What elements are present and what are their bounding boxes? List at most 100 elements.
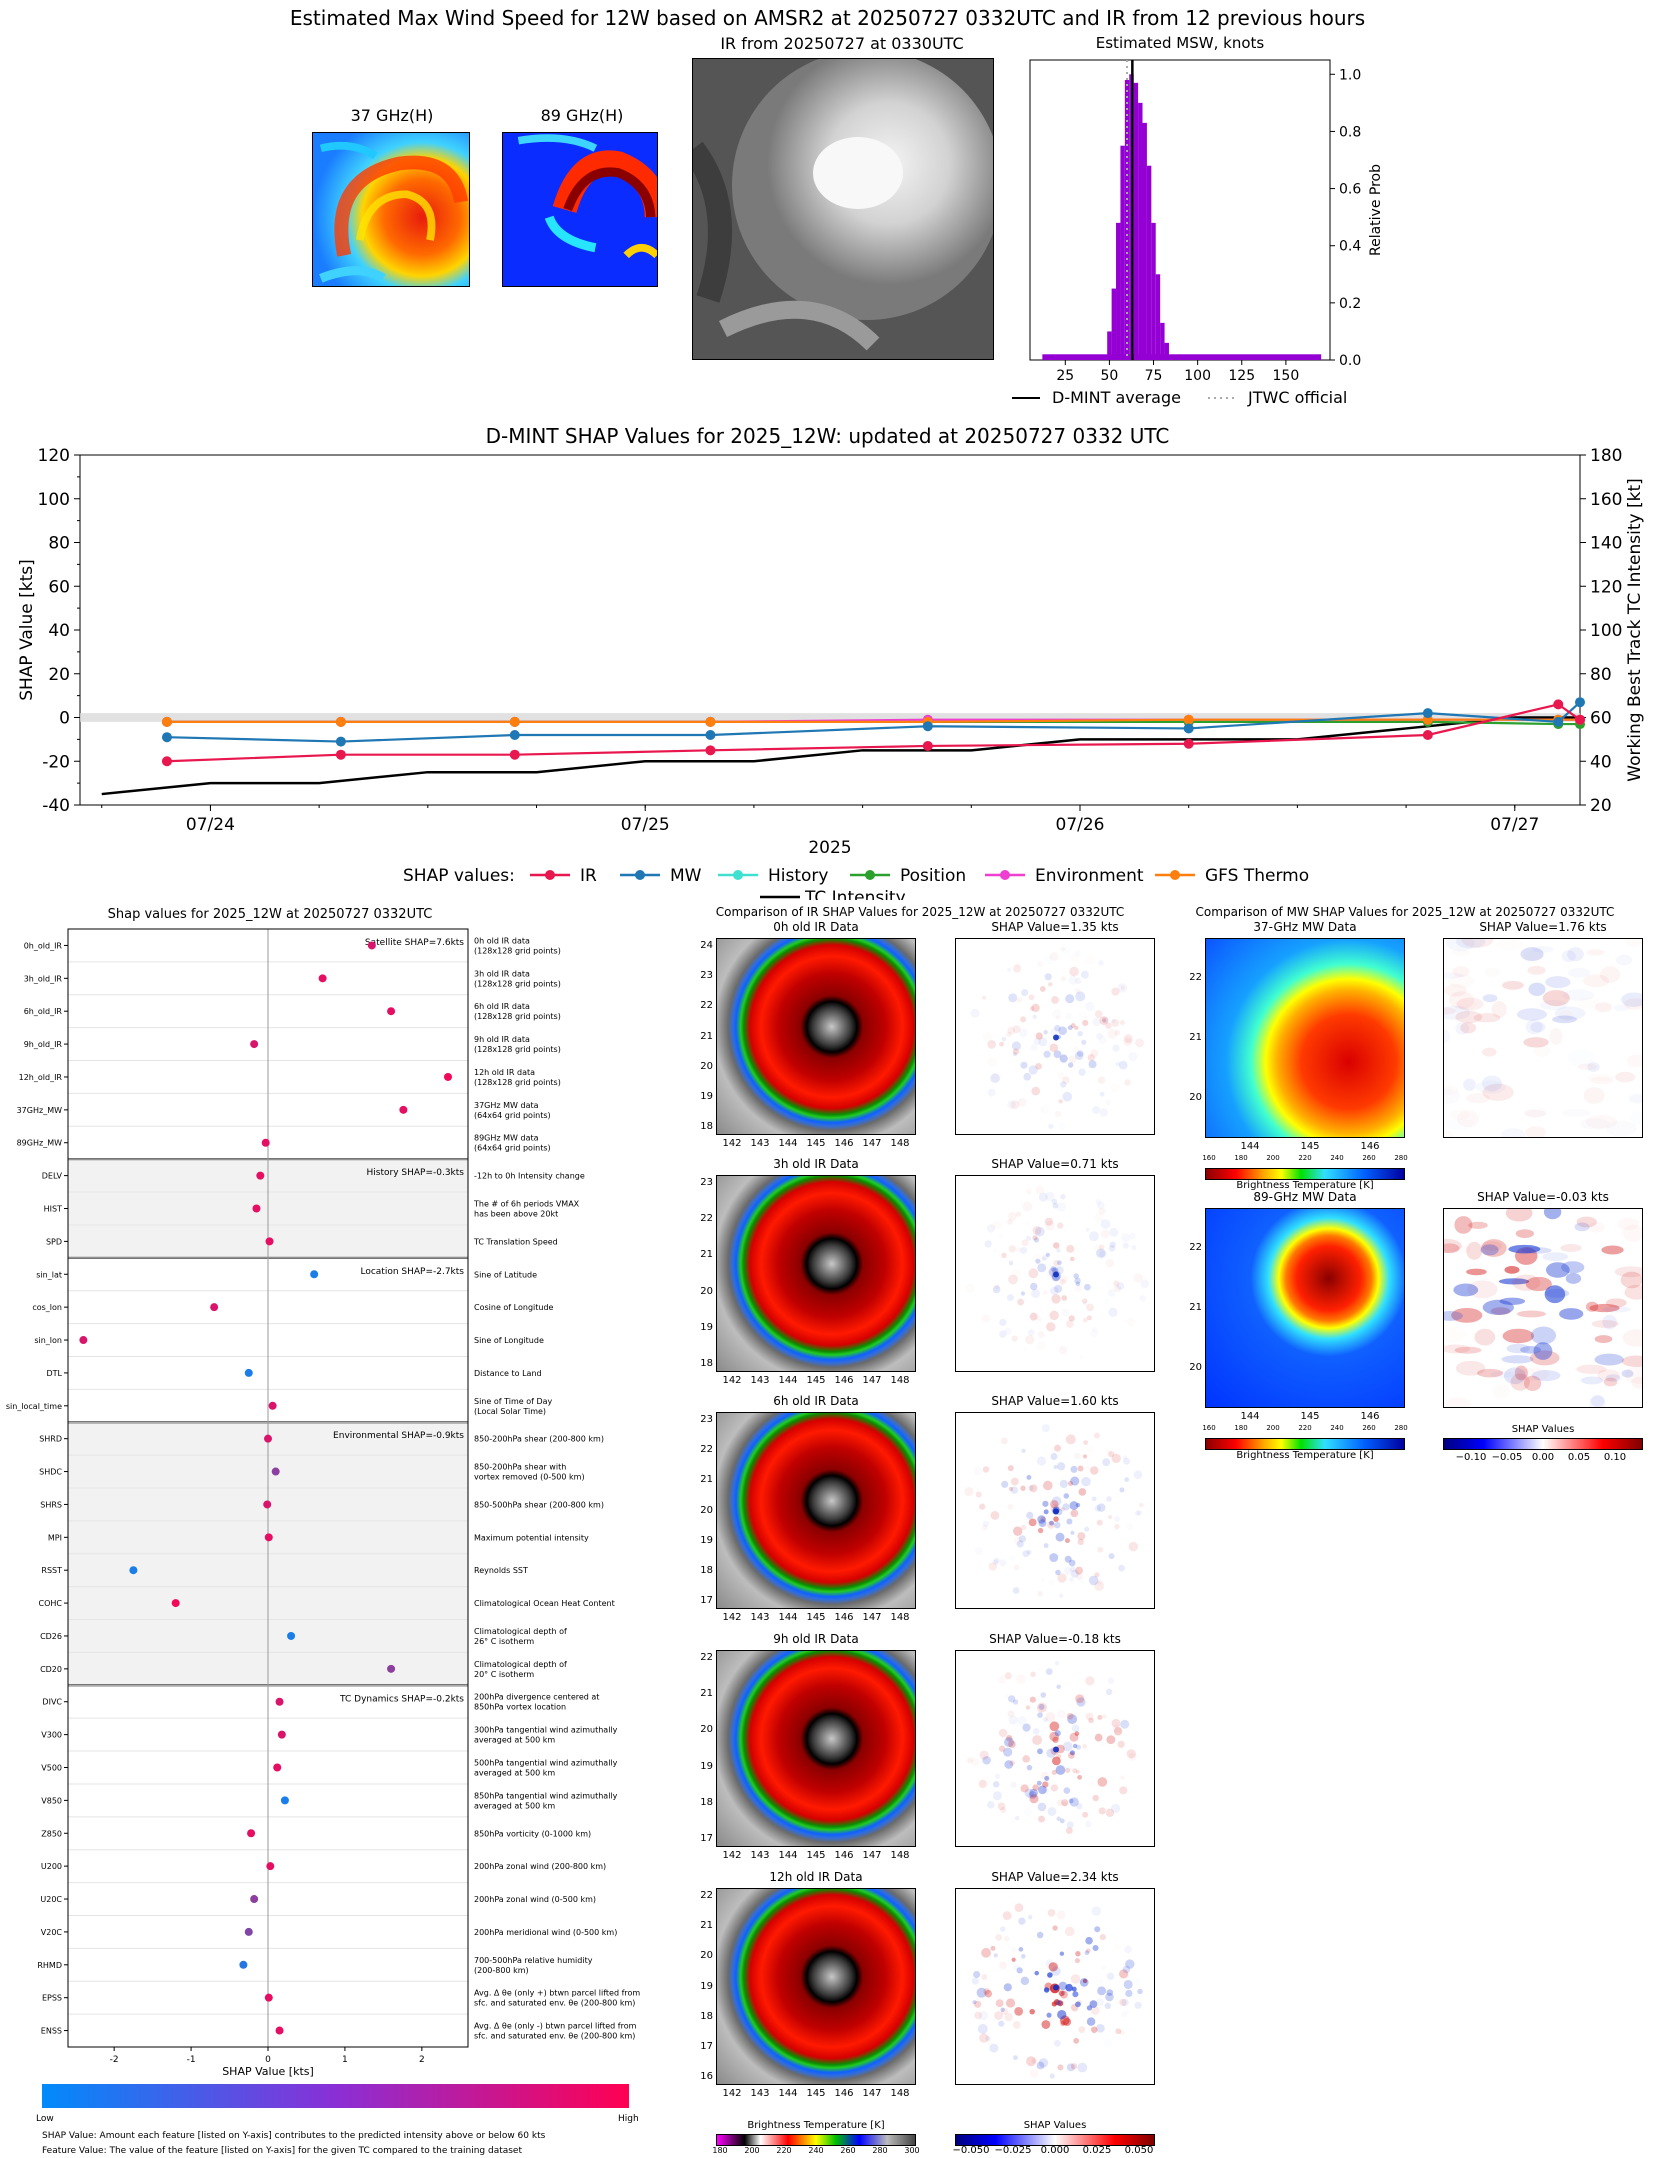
mw-panel-xtick: 145 [1300,1141,1320,1152]
ir-panel-xtick: 145 [806,1850,826,1861]
ts-xtick-label: 07/27 [1490,815,1539,835]
series-point-ir [335,749,346,760]
ir-cbar-tick: 240 [808,2146,824,2155]
ir-panel-xtick: 147 [862,1850,882,1861]
ir-panel-xtick: 145 [806,1138,826,1149]
feature-desc: 0h old IR data (128x128 grid points) [474,936,561,955]
feature-point [310,1270,319,1279]
feature-point [264,1434,272,1443]
msw-bin-7 [1138,102,1143,360]
ir-shap-title: SHAP Value=-0.18 kts [989,1632,1121,1646]
feature-desc: Sine of Latitude [474,1270,537,1279]
ir-brightness-colorbar [716,2134,916,2146]
feature-point [263,1500,272,1509]
legend-label-history: History [768,866,828,886]
msw-bin-12 [1160,322,1165,360]
ir-shap-colorbar [955,2134,1155,2146]
ir-cbar-tick: 220 [776,2146,792,2155]
series-point-ir [1422,730,1433,740]
feature-desc: 850hPa tangential wind azimuthally averag… [474,1791,618,1810]
feature-desc: 850hPa vorticity (0-1000 km) [474,1829,591,1838]
feature-name: cos_lon [32,1303,62,1312]
mw-brightness-colorbar [1205,1168,1405,1180]
ts-xlabel: 2025 [808,838,851,858]
feature-point [387,1664,396,1673]
left-panel-title: Shap values for 2025_12W at 20250727 033… [107,907,433,922]
feature-point [271,1467,280,1476]
ir-panel-ytick: 22 [700,1000,713,1012]
feature-point [210,1303,219,1312]
mw-shap-cbar-tick: 0.05 [1567,1452,1591,1463]
ir-panel-ytick: 21 [700,1920,713,1932]
legend-label-environment: Environment [1035,866,1144,886]
mw-panel-image [1205,938,1405,1138]
mw-panel-xtick: 146 [1360,1411,1380,1422]
feature-desc: 700-500hPa relative humidity (200-800 km) [474,1956,593,1975]
feature-desc: Climatological depth of 20° C isotherm [474,1660,567,1679]
ts-ytick-right-label: 160 [1590,490,1622,510]
tc-intensity-line [101,716,1580,796]
feature-name: SHDC [39,1468,62,1477]
feature-name: Z850 [41,1829,62,1838]
mw89-image [502,132,658,287]
series-point-ir [705,745,716,756]
ir-panel-xtick: 148 [890,1138,910,1149]
mw-panel-xtick: 146 [1360,1141,1380,1152]
legend-marker-mw [635,870,645,880]
msw-xtick-label: 125 [1228,368,1255,384]
feature-desc: Sine of Longitude [474,1336,544,1345]
feature-point [261,1138,270,1147]
feature-desc: 850-200hPa shear (200-800 km) [474,1435,604,1444]
feature-name: 9h_old_IR [24,1040,63,1049]
feature-point [444,1072,452,1081]
ir-panel-ytick: 16 [700,2071,713,2082]
ts-axes-frame [79,454,1581,806]
series-point-mw [1183,723,1194,734]
ir-panel-xtick: 143 [750,1375,770,1386]
feature-point [399,1105,408,1114]
ir-panel-xtick: 143 [750,1850,770,1861]
ir-panel-ytick: 20 [700,1285,713,1297]
legend-marker-history [733,870,743,880]
ir-panel-ytick: 18 [700,1564,713,1576]
ts-ytick-right-label: 80 [1590,665,1612,685]
feature-point [275,2026,284,2035]
scatter-xlabel: SHAP Value [kts] [222,2065,314,2078]
series-point-ir [922,740,933,751]
feature-desc: Climatological depth of 26° C isotherm [474,1627,567,1646]
footnote-2: Feature Value: The value of the feature … [42,2146,522,2156]
mw-shap-map [1443,938,1643,1138]
feature-desc: 37GHz MW data (64x64 grid points) [474,1101,551,1120]
legend-label-gfs: GFS Thermo [1205,866,1309,886]
feature-desc: The # of 6h periods VMAX has been above 2… [473,1200,580,1219]
feature-point [264,1533,273,1542]
mw-panel-ytick: 20 [1189,1092,1202,1103]
mw-cbar-tick: 280 [1394,1424,1408,1432]
legend-marker-gfs [1170,870,1180,880]
ir-panel-ytick: 18 [700,1796,713,1808]
mw-cbar-tick: 200 [1266,1424,1280,1432]
ir-panel-ytick: 21 [700,1249,713,1261]
feature-name: V850 [41,1796,62,1805]
msw-xtick-label: 25 [1056,368,1074,384]
mw-cbar-tick: 180 [1234,1154,1248,1162]
series-point-mw [161,732,172,743]
msw-xtick-label: 50 [1100,368,1118,384]
feature-name: SHRS [40,1500,62,1509]
ir-panel-ytick: 18 [700,1358,713,1369]
feature-name: CD20 [40,1665,62,1674]
ts-ytick-right-label: 40 [1590,752,1612,772]
feature-name: CD26 [40,1632,62,1641]
ir-cbar-tick: 200 [744,2146,760,2155]
ir-panel-title: 12h old IR Data [769,1870,863,1884]
feature-name: DELV [42,1172,63,1181]
cbar-low-label: Low [36,2114,54,2124]
ir-panel-xtick: 145 [806,1375,826,1386]
ts-ytick-label: -20 [42,752,70,772]
ir-panel-xtick: 145 [806,1612,826,1623]
feature-desc: Sine of Time of Day (Local Solar Time) [474,1397,553,1416]
ir-panel-xtick: 148 [890,1612,910,1623]
ir-panel-ytick: 20 [700,1504,713,1516]
feature-desc: 200hPa meridional wind (0-500 km) [474,1928,617,1937]
msw-ylabel: Relative Prob [1368,164,1380,256]
